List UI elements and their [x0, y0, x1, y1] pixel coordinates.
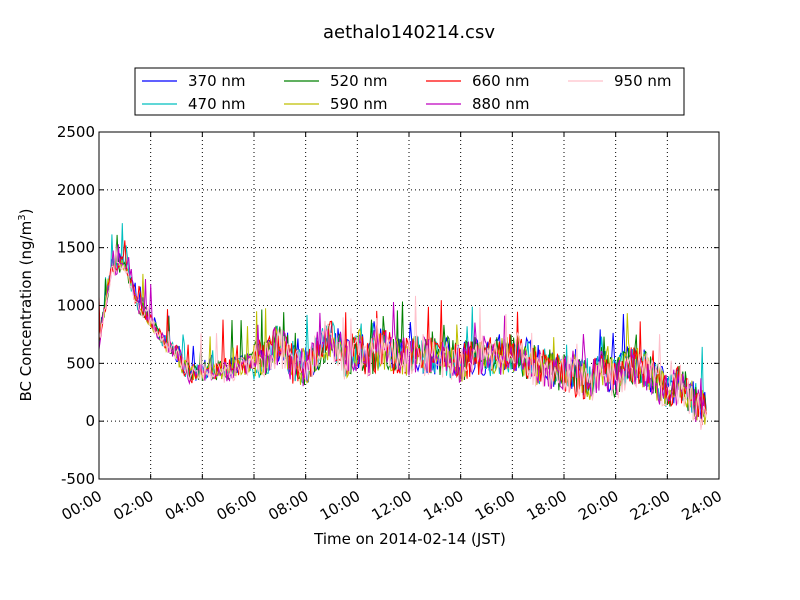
legend-frame	[134, 67, 685, 116]
series-line-950-nm	[98, 244, 707, 430]
axis-ticks: 00:00 02:00 04:00 06:00 08:00 10:00 12:00 14:00…	[57, 123, 725, 524]
x-tick-label: 06:00	[214, 487, 260, 524]
x-tick-label: 20:00	[575, 487, 621, 524]
legend-entry-label: 590 nm	[330, 95, 388, 113]
x-tick-label: 22:00	[627, 487, 673, 524]
legend-entry-label: 520 nm	[330, 72, 388, 90]
x-tick-label: 16:00	[472, 487, 518, 524]
y-axis-label: BC Concentration (ng/m3)	[17, 209, 35, 402]
x-tick-label: 12:00	[369, 487, 415, 524]
series-line-660-nm	[98, 240, 707, 425]
legend-entry-label: 370 nm	[188, 72, 246, 90]
x-tick-label: 24:00	[679, 487, 725, 524]
y-tick-label: 1500	[57, 239, 95, 257]
x-tick-label: 14:00	[420, 487, 466, 524]
series-lines	[98, 223, 707, 430]
legend-entry-label: 880 nm	[472, 95, 530, 113]
legend: 370 nm 470 nm 520 nm 590 nm 660 nm 880 nm 950 …	[134, 67, 685, 116]
y-tick-label: -500	[61, 470, 95, 488]
x-tick-label: 02:00	[110, 487, 156, 524]
legend-entry-label: 660 nm	[472, 72, 530, 90]
x-tick-label: 10:00	[317, 487, 363, 524]
y-tick-label: 1000	[57, 297, 95, 315]
legend-entry-label: 950 nm	[614, 72, 672, 90]
y-tick-label: 500	[66, 354, 95, 372]
chart-title: aethalo140214.csv	[323, 22, 495, 43]
legend-entry-label: 470 nm	[188, 95, 246, 113]
x-axis-label: Time on 2014-02-14 (JST)	[313, 530, 506, 548]
y-tick-label: 0	[85, 412, 95, 430]
y-tick-label: 2500	[57, 123, 95, 141]
x-tick-label: 08:00	[265, 487, 311, 524]
y-axis-label-superscript: 3	[17, 214, 28, 220]
series-line-520-nm	[98, 234, 707, 418]
grid	[99, 132, 719, 479]
y-axis-label-suffix: )	[17, 209, 35, 215]
x-tick-label: 04:00	[162, 487, 208, 524]
y-axis-label-text: BC Concentration (ng/m	[17, 221, 35, 402]
x-tick-label: 00:00	[59, 487, 105, 524]
y-tick-label: 2000	[57, 181, 95, 199]
x-tick-label: 18:00	[524, 487, 570, 524]
plot-area-frame	[98, 131, 720, 480]
